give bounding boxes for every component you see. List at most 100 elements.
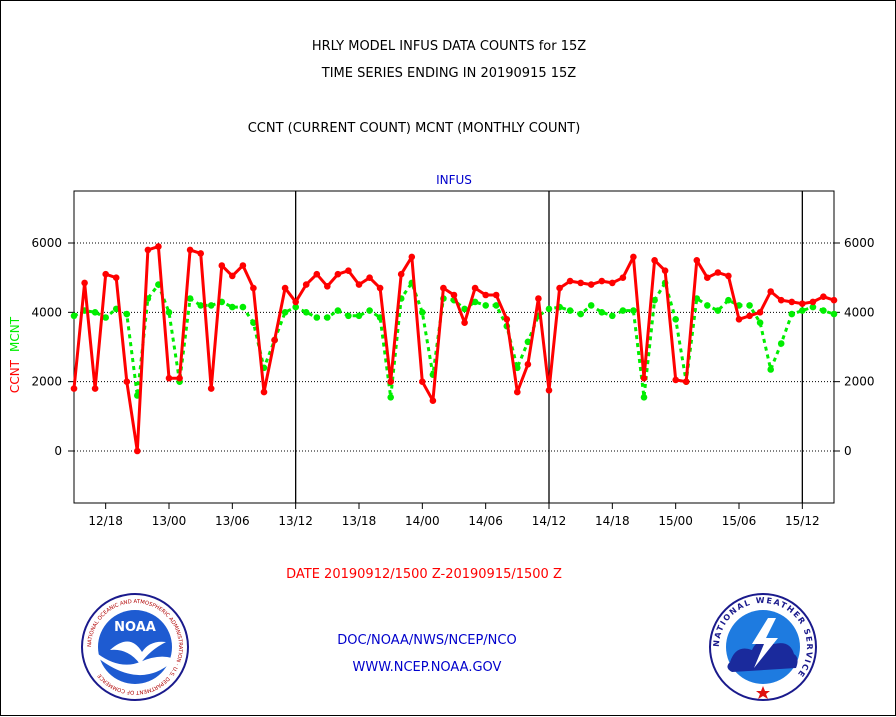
data-point-ccnt (651, 257, 658, 264)
data-point-mcnt (239, 303, 247, 311)
data-point-mcnt (345, 312, 352, 320)
noaa-logo: NOAA NATIONAL OCEANIC AND ATMOSPHERIC AD… (81, 593, 189, 701)
data-point-ccnt (155, 243, 162, 250)
data-point-ccnt (587, 281, 595, 288)
data-point-mcnt (334, 307, 342, 314)
data-point-ccnt (672, 376, 679, 384)
data-point-mcnt (91, 309, 99, 316)
data-point-mcnt (640, 394, 648, 401)
data-point-ccnt (260, 388, 268, 396)
data-point-mcnt (619, 307, 627, 314)
data-point-ccnt (144, 246, 152, 254)
data-point-ccnt (545, 387, 553, 394)
data-point-ccnt (704, 274, 711, 282)
data-point-mcnt (598, 309, 606, 316)
data-point-mcnt (186, 295, 194, 302)
data-point-mcnt (366, 307, 373, 314)
plot-frame (73, 190, 835, 504)
data-point-mcnt (830, 310, 838, 318)
data-point-ccnt (197, 250, 204, 257)
data-point-mcnt (820, 307, 827, 314)
data-point-ccnt (735, 316, 743, 323)
data-point-mcnt (165, 309, 173, 316)
y-tick-label-left: 4000 (31, 305, 62, 319)
x-tick-label: 13/00 (152, 514, 187, 528)
data-point-mcnt (714, 307, 722, 314)
y-axis-label-mcnt: MCNT (8, 316, 22, 352)
data-point-mcnt (123, 310, 131, 318)
data-point-ccnt (313, 270, 321, 278)
data-point-ccnt (387, 378, 395, 386)
data-point-ccnt (376, 284, 384, 292)
data-point-mcnt (419, 309, 426, 316)
data-point-mcnt (704, 302, 711, 309)
data-point-ccnt (429, 397, 437, 405)
data-point-mcnt (292, 303, 300, 311)
data-point-ccnt (756, 309, 764, 316)
series-line-ccnt (72, 245, 835, 453)
data-point-mcnt (324, 314, 331, 321)
data-point-mcnt (566, 307, 574, 314)
data-point-ccnt (450, 291, 458, 299)
plot-title: INFUS (436, 173, 472, 187)
data-point-mcnt (482, 302, 490, 309)
data-point-ccnt (81, 279, 88, 287)
data-point-mcnt (514, 364, 521, 372)
x-tick-label: 14/06 (468, 514, 503, 528)
x-tick-label: 13/12 (278, 514, 313, 528)
data-point-ccnt (524, 361, 532, 368)
data-point-mcnt (577, 310, 584, 318)
data-point-mcnt (725, 296, 732, 304)
x-tick-label: 14/00 (405, 514, 440, 528)
data-point-ccnt (70, 385, 78, 392)
data-point-ccnt (345, 267, 352, 275)
data-point-ccnt (218, 262, 226, 269)
x-tick-label: 15/00 (658, 514, 693, 528)
chart-title-line-1: HRLY MODEL INFUS DATA COUNTS for 15Z (311, 39, 587, 54)
data-point-mcnt (250, 319, 257, 327)
chart-title-line-3: CCNT (CURRENT COUNT) MCNT (MONTHLY COUNT… (247, 121, 581, 136)
data-point-mcnt (387, 394, 395, 401)
data-point-ccnt (112, 274, 120, 282)
data-point-ccnt (408, 253, 416, 261)
x-tick-label: 13/18 (342, 514, 377, 528)
data-point-ccnt (271, 336, 278, 344)
data-point-ccnt (176, 374, 183, 382)
x-tick-label: 14/18 (595, 514, 630, 528)
data-point-ccnt (598, 277, 606, 285)
y-tick-label-right: 6000 (844, 236, 875, 250)
data-point-mcnt (777, 340, 785, 347)
data-point-ccnt (355, 281, 363, 288)
y-tick-label-left: 2000 (31, 375, 62, 389)
data-point-ccnt (693, 257, 701, 264)
data-point-ccnt (746, 312, 753, 320)
data-point-ccnt (514, 388, 521, 396)
data-point-ccnt (334, 270, 342, 278)
data-point-ccnt (302, 281, 310, 288)
data-point-mcnt (197, 302, 204, 309)
data-point-ccnt (461, 319, 468, 327)
x-tick-label: 14/12 (532, 514, 567, 528)
data-point-ccnt (440, 284, 447, 292)
data-point-ccnt (682, 378, 690, 386)
data-point-mcnt (672, 316, 679, 323)
data-point-ccnt (809, 298, 817, 306)
data-point-mcnt (70, 312, 78, 320)
data-point-ccnt (250, 284, 257, 292)
y-axis-label: CCNT MCNT (8, 316, 22, 393)
data-point-mcnt (461, 305, 468, 313)
data-point-ccnt (186, 246, 194, 254)
data-point-ccnt (91, 385, 99, 392)
data-point-ccnt (714, 269, 722, 276)
data-point-ccnt (830, 296, 838, 304)
data-point-mcnt (524, 338, 532, 346)
data-point-ccnt (471, 284, 479, 292)
data-point-mcnt (313, 314, 321, 321)
data-point-ccnt (123, 378, 131, 386)
data-point-mcnt (809, 303, 817, 311)
x-tick-label: 15/06 (722, 514, 757, 528)
nws-logo: NATIONAL WEATHER SERVICE (709, 593, 817, 701)
data-point-ccnt (102, 270, 109, 278)
data-point-mcnt (767, 366, 774, 373)
y-tick-label-right: 0 (844, 444, 852, 458)
